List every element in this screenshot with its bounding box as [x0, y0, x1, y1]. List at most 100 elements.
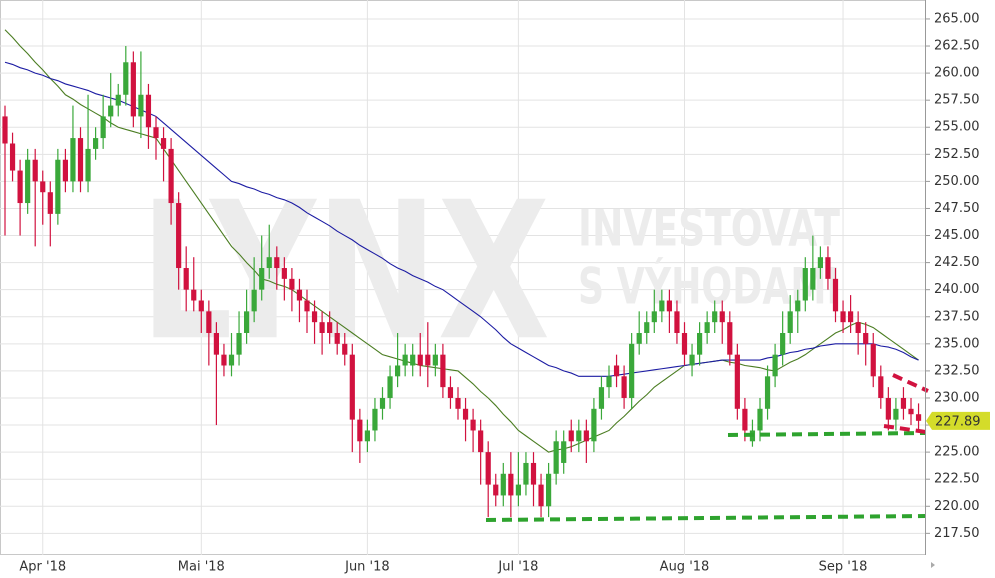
y-tick-label: 252.50	[934, 147, 980, 162]
candle-body	[817, 257, 823, 269]
candle-body	[417, 354, 423, 366]
candle-body	[296, 289, 303, 301]
y-tick-label: 235.00	[934, 336, 980, 351]
candle-body	[613, 365, 620, 377]
candle-body	[319, 322, 325, 333]
candle-body	[802, 268, 808, 301]
y-tick-label: 225.00	[934, 445, 980, 460]
candle-body	[123, 62, 129, 95]
watermark-line: INVESTOVAT	[578, 200, 840, 258]
candle-body	[447, 387, 454, 398]
candle-body	[334, 333, 340, 344]
candle-body	[108, 105, 114, 117]
candle-body	[198, 300, 204, 312]
candle-body	[342, 343, 348, 355]
candle-body	[402, 354, 408, 366]
y-tick-label: 240.00	[934, 282, 980, 297]
y-tick-label: 217.50	[934, 526, 980, 541]
candle-body	[893, 408, 899, 420]
candle-body	[840, 311, 846, 323]
candle-body	[160, 138, 167, 149]
candle-body	[719, 311, 725, 323]
candle-body	[77, 138, 84, 182]
candle-body	[561, 441, 567, 463]
candle-body	[734, 354, 740, 409]
candle-body	[900, 397, 907, 409]
candle-body	[508, 473, 514, 496]
candle-body	[644, 322, 650, 333]
candle-body	[93, 138, 99, 149]
candle-body	[62, 159, 68, 182]
candle-body	[493, 484, 499, 496]
candle-body	[115, 94, 121, 106]
candle-body	[523, 462, 529, 485]
candle-body	[530, 462, 537, 485]
candle-body	[304, 300, 310, 312]
candle-body	[689, 354, 695, 366]
candle-body	[327, 322, 333, 333]
y-tick-label: 257.50	[934, 93, 980, 108]
candle-body	[772, 354, 778, 377]
candle-body	[168, 148, 174, 204]
candle-body	[228, 354, 235, 366]
candle-body	[757, 408, 763, 431]
candle-body	[697, 333, 703, 355]
candle-body	[478, 430, 484, 453]
candle-body	[878, 376, 884, 398]
candle-body	[832, 278, 839, 312]
candle-body	[145, 94, 152, 128]
candle-body	[440, 354, 446, 388]
candle-body	[70, 138, 76, 182]
candle-body	[674, 311, 680, 333]
annotations	[485, 373, 929, 522]
candle-body	[251, 289, 257, 312]
support-line	[485, 514, 926, 522]
x-tick-label: Jul '18	[497, 560, 538, 575]
candle-body	[462, 408, 469, 420]
candle-body	[848, 311, 854, 323]
candle-body	[100, 116, 106, 139]
candle-body	[85, 148, 91, 182]
y-tick-label: 232.50	[934, 363, 980, 378]
candle-body	[470, 419, 476, 431]
candle-body	[576, 430, 582, 442]
candle-body	[311, 311, 318, 323]
watermark-line: S VÝHODAMI	[578, 257, 840, 316]
candle-body	[221, 354, 227, 366]
plot-frame	[0, 0, 926, 555]
plot	[2, 29, 922, 518]
candle-body	[500, 473, 506, 496]
y-tick-label: 230.00	[934, 390, 980, 405]
candle-body	[349, 354, 355, 420]
candle-body	[515, 484, 521, 496]
candle-body	[606, 376, 612, 388]
candle-body	[387, 376, 393, 398]
candle-body	[357, 419, 363, 442]
candle-body	[259, 268, 265, 290]
y-tick-label: 262.50	[934, 39, 980, 54]
candle-body	[395, 365, 401, 377]
x-tick-label: Sep '18	[819, 560, 868, 575]
candle-body	[727, 322, 733, 355]
candle-body	[538, 484, 544, 507]
candle-body	[629, 343, 635, 398]
candle-body	[372, 408, 378, 431]
candle-body	[915, 414, 922, 421]
candle-body	[364, 430, 370, 442]
candle-body	[810, 268, 816, 290]
candle-body	[855, 322, 861, 333]
x-tick-label: Mai '18	[178, 560, 225, 575]
grid	[0, 0, 925, 555]
candle-body	[666, 300, 672, 312]
x-tick-label: Aug '18	[660, 560, 710, 575]
candle-body	[379, 397, 386, 409]
candle-body	[130, 62, 136, 117]
y-tick-label: 242.50	[934, 255, 980, 270]
candle-body	[598, 387, 605, 409]
candle-body	[553, 441, 559, 474]
y-tick-label: 220.00	[934, 499, 980, 514]
candle-body	[425, 354, 431, 366]
candle-body	[17, 170, 23, 204]
x-tick-label: Jun '18	[344, 560, 390, 575]
